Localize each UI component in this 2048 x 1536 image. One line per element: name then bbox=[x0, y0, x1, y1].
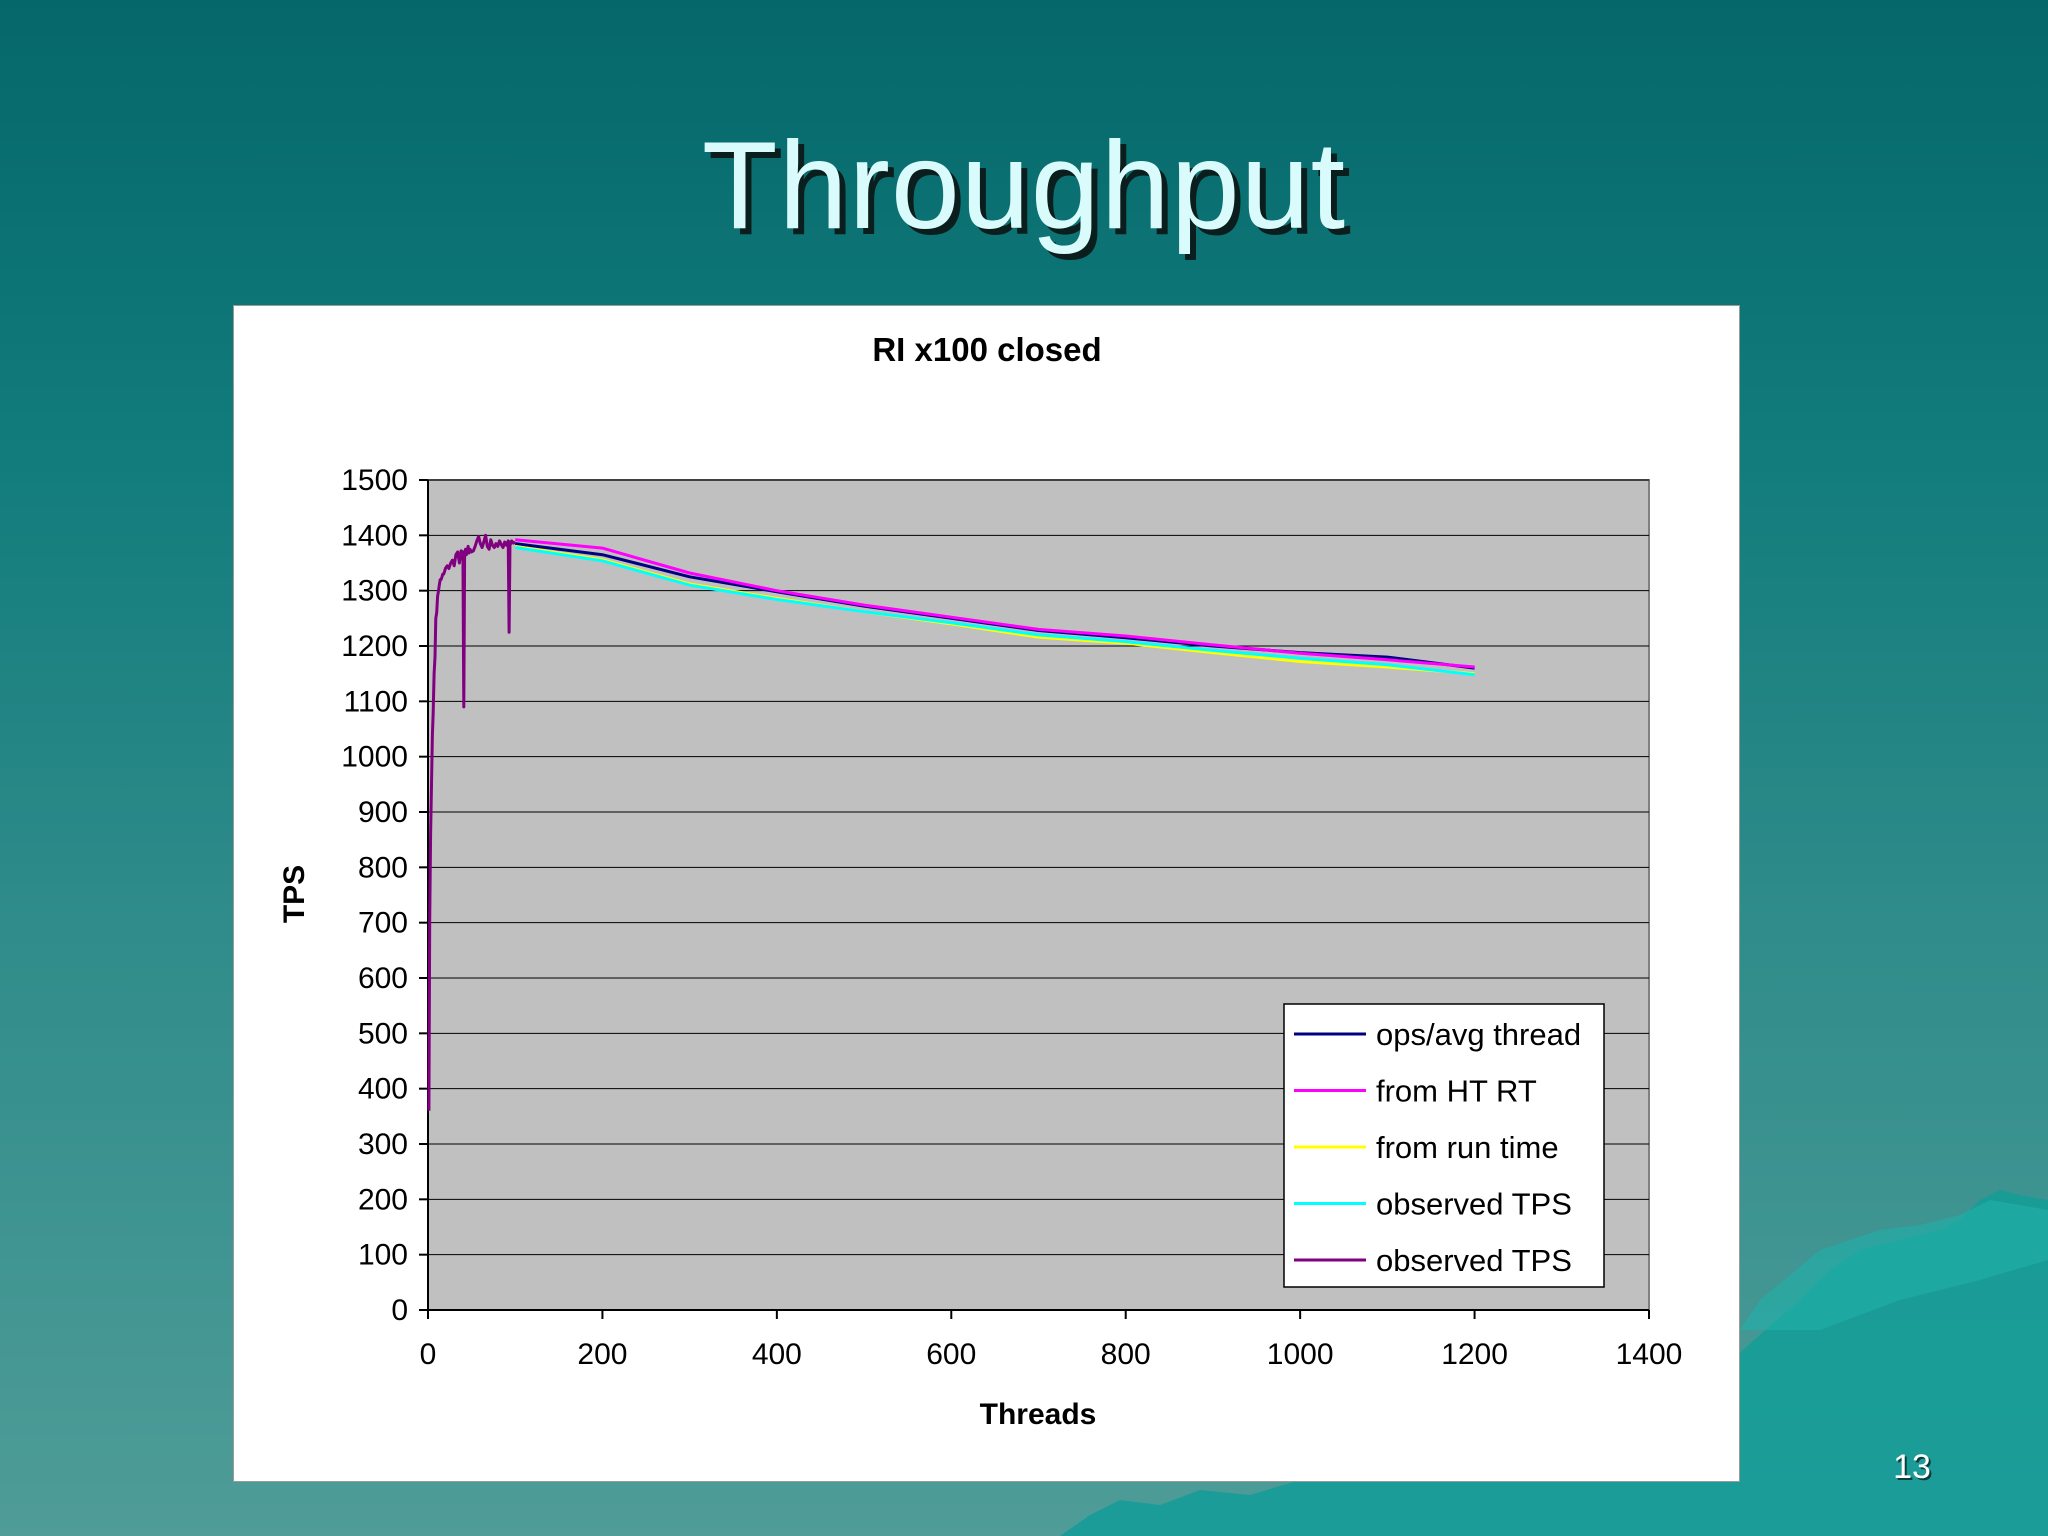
x-axis-title: Threads bbox=[980, 1398, 1097, 1431]
y-tick-label: 1300 bbox=[341, 575, 408, 608]
chart-title: RI x100 closed bbox=[872, 331, 1101, 368]
y-tick-label: 100 bbox=[358, 1239, 408, 1272]
x-tick-label: 400 bbox=[752, 1338, 802, 1371]
series-line-2 bbox=[515, 538, 1475, 669]
x-tick-label: 0 bbox=[420, 1338, 437, 1371]
legend-label: from HT RT bbox=[1376, 1074, 1537, 1109]
series-line-5 bbox=[427, 533, 517, 1111]
grid-lines bbox=[428, 479, 1649, 1256]
x-tick-label: 600 bbox=[926, 1338, 976, 1371]
series-line-4 bbox=[514, 546, 1475, 677]
y-axis-title: TPS bbox=[278, 865, 311, 923]
series-lines bbox=[427, 533, 1475, 1111]
y-tick-label: 1400 bbox=[341, 519, 408, 552]
y-tick-label: 900 bbox=[358, 796, 408, 829]
slide-title: Throughput bbox=[701, 117, 1347, 255]
y-tick-label: 0 bbox=[391, 1294, 408, 1327]
y-tick-label: 300 bbox=[358, 1128, 408, 1161]
x-axis-ticks: 0 200 400 600 800 1000 1200 1400 bbox=[420, 1310, 1683, 1371]
y-tick-label: 700 bbox=[358, 907, 408, 940]
y-tick-label: 400 bbox=[358, 1073, 408, 1106]
legend-label: observed TPS bbox=[1376, 1187, 1572, 1222]
y-axis-ticks: 0 100 200 300 400 500 600 700 800 900 1000 1100 1200… bbox=[341, 464, 428, 1327]
x-tick-label: 800 bbox=[1101, 1338, 1151, 1371]
legend-label: from run time bbox=[1376, 1130, 1559, 1165]
chart: RI x100 closed 0 100 200 300 400 500 600 700 800… bbox=[278, 331, 1683, 1431]
y-tick-label: 1000 bbox=[341, 741, 408, 774]
y-tick-label: 1100 bbox=[343, 685, 408, 718]
legend-label: observed TPS bbox=[1376, 1243, 1572, 1278]
page-number: 13 bbox=[1893, 1448, 1931, 1486]
y-tick-label: 600 bbox=[358, 962, 408, 995]
legend: ops/avg thread from HT RT from run time obs… bbox=[1283, 1003, 1605, 1288]
x-tick-label: 1200 bbox=[1441, 1338, 1508, 1371]
x-tick-label: 1400 bbox=[1616, 1338, 1683, 1371]
y-tick-label: 500 bbox=[358, 1017, 408, 1050]
y-tick-label: 1500 bbox=[341, 464, 408, 497]
y-tick-label: 1200 bbox=[341, 630, 408, 663]
legend-label: ops/avg thread bbox=[1376, 1017, 1581, 1052]
y-tick-label: 200 bbox=[358, 1183, 408, 1216]
chart-frame: RI x100 closed 0 100 200 300 400 500 600 700 800… bbox=[233, 305, 1740, 1482]
y-tick-label: 800 bbox=[358, 851, 408, 884]
x-tick-label: 1000 bbox=[1267, 1338, 1334, 1371]
x-tick-label: 200 bbox=[577, 1338, 627, 1371]
